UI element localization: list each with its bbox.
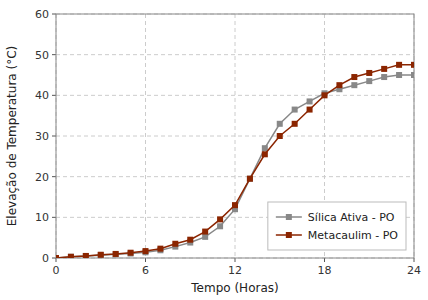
point bbox=[411, 72, 414, 78]
point bbox=[366, 78, 372, 84]
x-axis-label: Tempo (Horas) bbox=[190, 281, 278, 295]
point bbox=[143, 248, 149, 254]
tick bbox=[52, 14, 56, 15]
tick bbox=[145, 258, 146, 262]
data bbox=[56, 62, 414, 258]
tick-label: 50 bbox=[35, 49, 49, 62]
tick-label: 30 bbox=[35, 130, 49, 143]
y-axis-label: Elevação de Temperatura (°C) bbox=[5, 46, 19, 226]
point bbox=[157, 246, 163, 252]
plot-frame bbox=[56, 14, 414, 258]
point bbox=[56, 255, 59, 258]
tick-label: 20 bbox=[35, 171, 49, 184]
point bbox=[83, 253, 89, 258]
point bbox=[56, 255, 59, 258]
tick-label: 6 bbox=[142, 264, 149, 277]
series-line bbox=[56, 75, 414, 258]
point bbox=[396, 62, 402, 68]
tick bbox=[52, 258, 56, 259]
axes: 0 10 20 30 40 50 60 0 6 12 18 24 bbox=[35, 8, 421, 277]
tick-label: 40 bbox=[35, 89, 49, 102]
tick bbox=[52, 136, 56, 137]
tick-label: 60 bbox=[35, 8, 49, 21]
grid bbox=[56, 14, 414, 258]
point bbox=[68, 254, 74, 258]
point bbox=[128, 251, 134, 257]
tick bbox=[324, 258, 325, 262]
point bbox=[381, 74, 387, 80]
tick bbox=[52, 176, 56, 177]
point bbox=[98, 252, 104, 258]
legend-marker bbox=[286, 232, 292, 238]
grid-line bbox=[235, 14, 236, 258]
point bbox=[277, 133, 283, 139]
point bbox=[113, 251, 119, 257]
chart: 0 10 20 30 40 50 60 0 6 12 18 24 Tempo (Horas) Elevaç… bbox=[0, 0, 428, 300]
point bbox=[247, 176, 253, 182]
point bbox=[202, 234, 208, 240]
point bbox=[351, 74, 357, 80]
point bbox=[366, 70, 372, 76]
series bbox=[56, 72, 414, 258]
tick bbox=[52, 217, 56, 218]
tick-label: 12 bbox=[228, 264, 242, 277]
legend-marker bbox=[286, 214, 292, 220]
point bbox=[307, 107, 313, 113]
point bbox=[336, 82, 342, 88]
tick bbox=[52, 95, 56, 96]
series bbox=[56, 62, 414, 258]
tick-label: 0 bbox=[42, 252, 49, 265]
point bbox=[262, 145, 268, 151]
point bbox=[262, 151, 268, 157]
series-line bbox=[56, 65, 414, 258]
point bbox=[202, 229, 208, 235]
point bbox=[113, 251, 119, 257]
point bbox=[217, 223, 223, 229]
point bbox=[292, 107, 298, 113]
point bbox=[307, 98, 313, 104]
tick bbox=[56, 258, 57, 262]
point bbox=[98, 252, 104, 258]
legend: Sílica Ativa - PO Metacaulim - PO bbox=[268, 202, 406, 250]
tick bbox=[52, 54, 56, 55]
point bbox=[351, 82, 357, 88]
point bbox=[381, 66, 387, 72]
legend-label: Metacaulim - PO bbox=[308, 229, 398, 242]
legend-label: Sílica Ativa - PO bbox=[308, 211, 395, 224]
point bbox=[277, 121, 283, 127]
point bbox=[411, 62, 414, 68]
point bbox=[128, 250, 134, 256]
point bbox=[83, 253, 89, 258]
tick-label: 0 bbox=[53, 264, 60, 277]
point bbox=[247, 176, 253, 182]
point bbox=[322, 92, 328, 98]
grid-line bbox=[56, 54, 414, 55]
tick bbox=[235, 258, 236, 262]
legend-box bbox=[268, 202, 406, 250]
tick-label: 18 bbox=[318, 264, 332, 277]
tick-label: 24 bbox=[407, 264, 421, 277]
point bbox=[232, 202, 238, 208]
point bbox=[172, 241, 178, 247]
point bbox=[68, 254, 74, 258]
tick bbox=[414, 258, 415, 262]
point bbox=[292, 121, 298, 127]
point bbox=[217, 216, 223, 222]
point bbox=[396, 72, 402, 78]
grid-line bbox=[145, 14, 146, 258]
tick-label: 10 bbox=[35, 211, 49, 224]
point bbox=[187, 237, 193, 243]
